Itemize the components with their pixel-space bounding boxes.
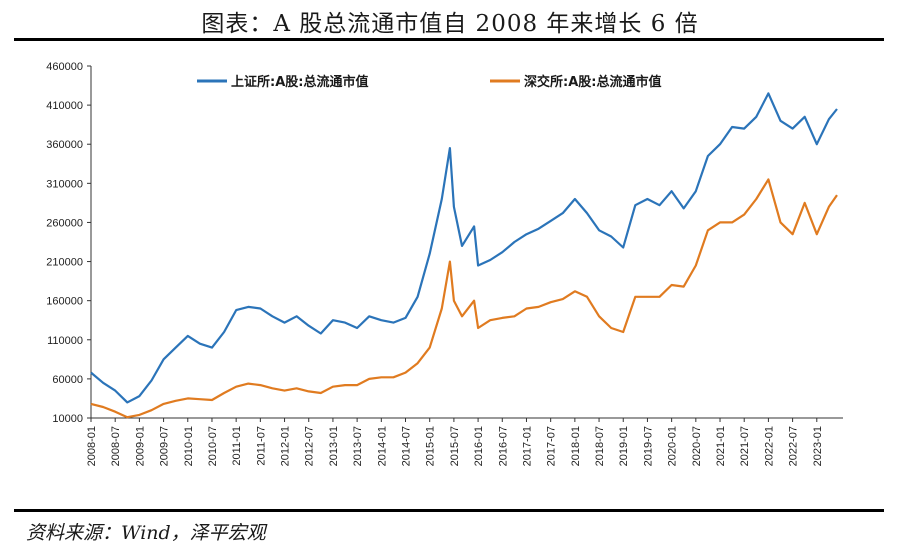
y-tick-label: 110000	[47, 335, 83, 347]
x-tick-label: 2021-07	[739, 426, 751, 466]
x-tick-label: 2022-01	[763, 426, 775, 466]
x-tick-label: 2014-01	[376, 426, 388, 466]
y-tick-label: 260000	[46, 217, 83, 229]
x-tick-label: 2009-07	[159, 426, 171, 466]
y-tick-label: 60000	[52, 374, 83, 386]
y-tick-label: 460000	[46, 61, 83, 73]
bottom-rule	[14, 509, 884, 512]
x-axis: 2008-01 2008-07 2009-01 2009-07 2010-01 2010-…	[86, 417, 843, 466]
x-tick-label: 2017-07	[546, 426, 558, 466]
x-tick-label: 2017-01	[521, 426, 533, 466]
y-tick-label: 410000	[46, 100, 83, 112]
x-tick-label: 2010-01	[183, 426, 195, 466]
x-tick-label: 2014-07	[401, 426, 413, 466]
x-tick-label: 2009-01	[134, 426, 146, 466]
x-tick-label: 2015-07	[449, 426, 461, 466]
x-tick-label: 2020-07	[691, 426, 703, 466]
x-tick-label: 2010-07	[207, 426, 219, 466]
series-line-2	[90, 178, 838, 419]
x-tick-label: 2018-01	[570, 426, 582, 466]
legend-label-2: 深交所:A股:总流通市值	[524, 74, 661, 90]
x-tick-label: 2011-07	[255, 426, 267, 466]
top-rule	[14, 38, 884, 41]
source-note: 资料来源：Wind，泽平宏观	[26, 522, 266, 544]
x-tick-label: 2008-01	[86, 426, 98, 466]
y-tick-label: 360000	[46, 139, 83, 151]
x-tick-label: 2016-01	[473, 426, 485, 466]
x-tick-label: 2013-07	[352, 426, 364, 466]
x-tick-label: 2011-01	[231, 426, 243, 466]
x-tick-label: 2013-01	[328, 426, 340, 466]
x-tick-label: 2012-07	[304, 426, 316, 466]
x-tick-label: 2008-07	[110, 426, 122, 466]
x-tick-label: 2012-01	[280, 426, 292, 466]
y-tick-label: 10000	[52, 413, 83, 425]
x-tick-label: 2021-01	[715, 426, 727, 466]
x-tick-label: 2023-01	[812, 426, 824, 466]
x-tick-label: 2020-01	[667, 426, 679, 466]
chart-title: 图表：A 股总流通市值自 2008 年来增长 6 倍	[201, 11, 699, 37]
x-tick-label: 2015-01	[425, 426, 437, 466]
x-tick-label: 2016-07	[497, 426, 509, 466]
x-tick-label: 2022-07	[788, 426, 800, 466]
y-axis: 10000 60000 110000 160000 210000 260000 310000…	[46, 61, 92, 425]
legend-label-1: 上证所:A股:总流通市值	[231, 74, 368, 90]
series-lines	[90, 92, 838, 419]
y-tick-label: 310000	[46, 178, 83, 190]
y-tick-label: 160000	[46, 296, 83, 308]
legend: 上证所:A股:总流通市值 深交所:A股:总流通市值	[197, 74, 661, 90]
y-tick-label: 210000	[46, 257, 83, 269]
series-line-1	[90, 92, 838, 404]
x-tick-label: 2019-07	[642, 426, 654, 466]
x-tick-label: 2018-07	[594, 426, 606, 466]
x-tick-label: 2019-01	[618, 426, 630, 466]
